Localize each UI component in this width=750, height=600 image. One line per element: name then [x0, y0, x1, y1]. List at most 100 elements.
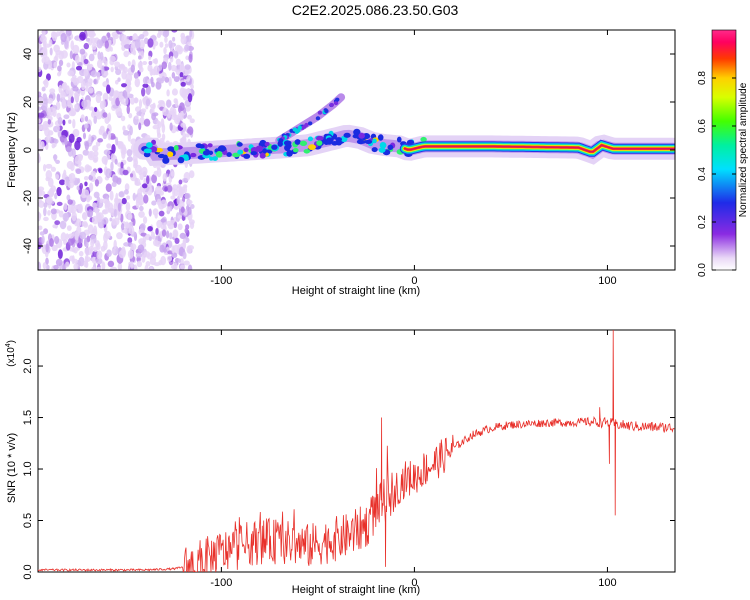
noise-dot — [60, 32, 67, 43]
upper-branch-blob — [335, 97, 340, 102]
noise-dot — [38, 112, 45, 118]
noise-dot — [74, 140, 81, 151]
spectral-ridge — [133, 93, 675, 167]
noise-dot — [108, 95, 113, 101]
noise-dot — [114, 61, 121, 68]
noise-dot — [57, 249, 63, 260]
noise-dot — [118, 94, 123, 103]
noise-dot — [162, 173, 167, 182]
noise-dot — [170, 195, 176, 200]
noise-dot — [179, 264, 186, 270]
noise-dot — [104, 230, 111, 239]
noise-dot — [114, 158, 118, 165]
noise-dot — [38, 96, 44, 106]
noise-dot — [182, 131, 186, 140]
ridge-blob — [195, 143, 203, 149]
y-tick-label: 0 — [22, 147, 34, 153]
noise-dot — [186, 199, 193, 205]
noise-dot — [171, 252, 178, 259]
noise-dot — [115, 97, 121, 107]
upper-branch-blob — [315, 116, 321, 121]
noise-dot — [102, 132, 108, 140]
ridge-blob — [387, 144, 394, 151]
noise-dot — [110, 161, 114, 172]
ridge-blob — [343, 132, 351, 138]
ridge-blob — [255, 145, 263, 153]
noise-dot — [142, 61, 148, 66]
noise-dot — [138, 122, 142, 131]
noise-dot — [150, 76, 154, 85]
noise-dot — [45, 243, 49, 253]
noise-dot — [106, 154, 111, 161]
noise-dot — [120, 115, 126, 122]
ridge-blob — [143, 152, 151, 158]
noise-dot — [49, 238, 54, 247]
noise-dot — [59, 220, 67, 230]
noise-dot — [55, 173, 60, 180]
noise-dot — [62, 263, 66, 270]
noise-dot — [87, 78, 93, 85]
noise-dot — [104, 40, 109, 49]
noise-dot — [166, 255, 173, 262]
noise-dot — [39, 35, 47, 43]
noise-dot — [110, 152, 116, 162]
noise-dot — [123, 189, 129, 195]
upper-branch-blob — [317, 110, 323, 115]
ridge-blob — [145, 142, 153, 149]
noise-dot — [173, 76, 180, 83]
noise-dot — [126, 156, 133, 163]
noise-dot — [65, 176, 70, 187]
noise-dot — [127, 237, 133, 244]
y-tick-label: 0.5 — [22, 513, 34, 528]
noise-dot — [134, 39, 141, 49]
noise-dot — [124, 183, 130, 191]
noise-dot — [150, 231, 155, 240]
noise-dot — [92, 145, 99, 152]
y-tick-label: 20 — [22, 96, 34, 108]
noise-dot — [114, 91, 120, 97]
noise-dot — [139, 223, 146, 231]
noise-dot — [161, 123, 166, 134]
noise-dot — [183, 260, 190, 266]
noise-dot — [87, 150, 95, 161]
noise-dot — [79, 231, 87, 240]
noise-dot — [91, 215, 99, 225]
noise-dot — [151, 174, 158, 184]
y-tick-label: 2.0 — [22, 358, 34, 373]
noise-dot — [122, 89, 128, 99]
noise-dot — [102, 99, 106, 109]
noise-dot — [156, 219, 163, 229]
ridge-blob — [299, 140, 308, 147]
noise-dot — [78, 203, 83, 214]
noise-dot — [67, 70, 75, 77]
noise-dot — [65, 261, 70, 268]
noise-dot — [179, 102, 185, 111]
noise-dot — [95, 114, 102, 120]
ridge-blob — [262, 148, 268, 154]
noise-dot — [179, 71, 184, 78]
noise-dot — [165, 109, 169, 115]
noise-dot — [82, 211, 88, 221]
noise-dot — [58, 59, 64, 67]
y-tick-label: -40 — [22, 238, 34, 254]
noise-dot — [79, 31, 86, 41]
noise-dot — [62, 119, 66, 126]
noise-dot — [57, 116, 63, 125]
noise-dot — [184, 133, 190, 138]
noise-dot — [55, 258, 63, 267]
ridge-blob — [162, 157, 170, 164]
noise-dot — [166, 89, 170, 97]
noise-dot — [79, 48, 86, 55]
noise-dot — [135, 252, 143, 258]
noise-dot — [115, 136, 119, 146]
noise-dot — [88, 133, 92, 144]
noise-dot — [164, 36, 168, 44]
noise-dot — [161, 229, 167, 237]
noise-dot — [95, 141, 101, 147]
noise-dot — [186, 75, 190, 83]
noise-dot — [69, 50, 73, 60]
noise-dot — [170, 64, 177, 72]
spectrogram-panel: -100 0 100 -40 -20 0 20 40 Height of straight l… — [6, 29, 676, 297]
noise-dot — [184, 44, 190, 52]
noise-dot — [67, 237, 75, 246]
